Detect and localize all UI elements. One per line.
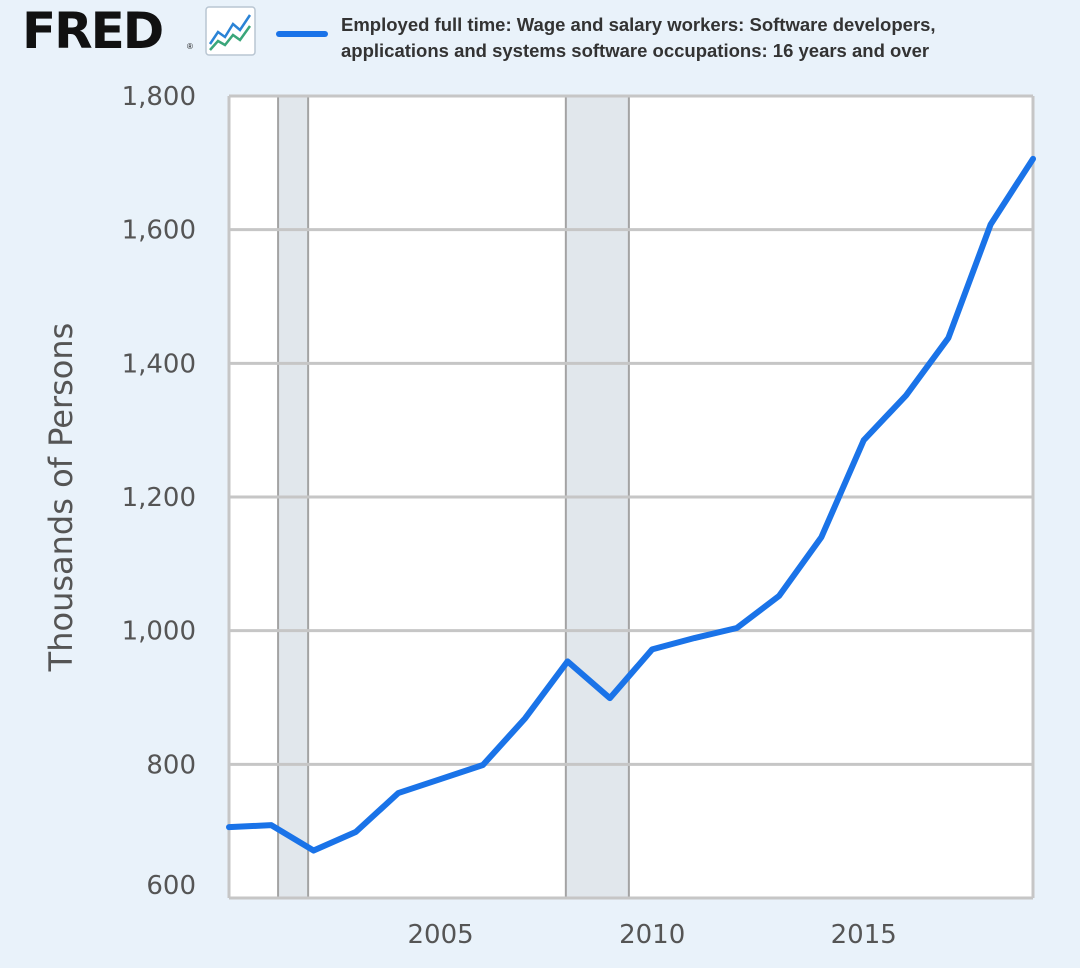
registered-mark: ® xyxy=(187,42,193,51)
gridlines xyxy=(229,94,1033,766)
x-tick-label-2005: 2005 xyxy=(407,920,473,950)
series-layer xyxy=(226,155,1036,854)
y-tick-label-1000: 1,000 xyxy=(122,617,196,647)
y-tick-label-1400: 1,400 xyxy=(122,349,196,379)
y-tick-label-1200: 1,200 xyxy=(122,483,196,513)
x-tick-labels: 2005 2010 2015 xyxy=(407,920,896,950)
y-tick-label-600: 600 xyxy=(146,871,196,901)
y-tick-label-1800: 1,800 xyxy=(122,82,196,112)
x-tick-label-2015: 2015 xyxy=(831,920,897,950)
legend-label-line-2: applications and systems software occupa… xyxy=(341,40,930,61)
y-tick-labels: 600 800 1,000 1,200 1,400 1,600 1,800 xyxy=(122,82,196,901)
x-tick-label-2010: 2010 xyxy=(619,920,685,950)
line-chart-icon xyxy=(205,6,256,56)
legend-label-line-1: Employed full time: Wage and salary work… xyxy=(341,14,936,35)
legend-label: Employed full time: Wage and salary work… xyxy=(341,12,1041,64)
y-tick-label-800: 800 xyxy=(146,750,196,780)
chart-header: FRED ® Employed full time: Wage and sala… xyxy=(0,0,1080,80)
legend-swatch xyxy=(276,31,328,37)
fred-logo[interactable]: FRED xyxy=(22,2,164,60)
y-axis-title: Thousands of Persons xyxy=(42,323,80,673)
y-tick-label-1600: 1,600 xyxy=(122,216,196,246)
series-line-1[interactable] xyxy=(226,155,1036,854)
